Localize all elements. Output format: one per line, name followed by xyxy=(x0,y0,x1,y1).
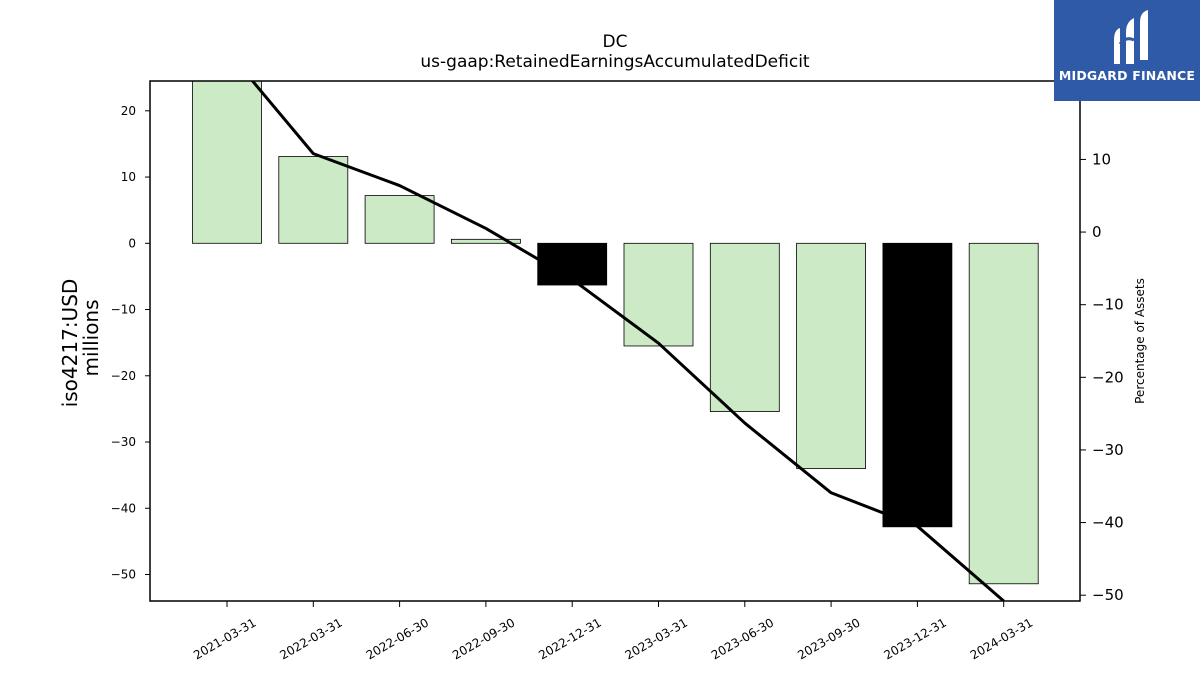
y2-tick-label: −30 xyxy=(1092,441,1124,459)
y2-tick-label: 10 xyxy=(1092,150,1111,168)
bar-2021-03-31 xyxy=(192,81,262,244)
bar-2023-06-30 xyxy=(709,242,780,412)
bar-2022-06-30 xyxy=(364,195,435,244)
percentage-of-assets-line xyxy=(250,81,1005,601)
y-axis-label-line2: millions xyxy=(79,299,103,376)
y-tick-label: −50 xyxy=(111,568,136,582)
bar-2023-12-31 xyxy=(882,242,953,528)
x-tick-label: 2022-12-31 xyxy=(536,615,603,662)
bar-2024-03-31 xyxy=(968,242,1039,585)
bar-2023-09-30 xyxy=(796,242,866,469)
y-tick-label: 20 xyxy=(121,104,136,118)
chart-subtitle: us-gaap:RetainedEarningsAccumulatedDefic… xyxy=(420,52,810,72)
x-tick-label: 2023-03-31 xyxy=(623,615,690,662)
y2-tick-label: −40 xyxy=(1092,514,1124,532)
plot-frame xyxy=(149,80,1081,602)
x-tick-label: 2023-06-30 xyxy=(709,615,776,662)
x-tick-label: 2022-03-31 xyxy=(277,615,344,662)
y2-tick-label: −20 xyxy=(1092,368,1124,386)
x-tick-label: 2022-06-30 xyxy=(364,615,431,662)
y-tick-label: 0 xyxy=(128,236,136,250)
y-tick-label: −40 xyxy=(111,501,136,515)
logo-mark-icon xyxy=(1114,10,1148,64)
bar-2023-03-31 xyxy=(623,242,694,347)
x-tick-label: 2024-03-31 xyxy=(968,615,1035,662)
y2-tick-label: −10 xyxy=(1092,296,1124,314)
x-tick-label: 2021-03-31 xyxy=(191,615,258,662)
chart-title: DC xyxy=(602,32,628,52)
logo-text: MIDGARD FINANCE xyxy=(1058,68,1196,83)
x-tick-label: 2022-09-30 xyxy=(450,615,517,662)
bar-2022-09-30 xyxy=(450,238,521,244)
y-axis-label-line1: iso4217:USD xyxy=(58,279,82,408)
y-tick-label: 10 xyxy=(121,170,136,184)
y-tick-label: −30 xyxy=(111,435,136,449)
y-tick-label: −10 xyxy=(111,303,136,317)
y2-tick-label: −50 xyxy=(1092,586,1124,604)
brand-logo: MIDGARD FINANCE xyxy=(1054,0,1200,101)
y-tick-label: −20 xyxy=(111,369,136,383)
y2-axis-label: Percentage of Assets xyxy=(1133,278,1147,404)
x-tick-label: 2023-09-30 xyxy=(795,615,862,662)
bar-2022-03-31 xyxy=(278,156,349,244)
y2-tick-label: 0 xyxy=(1092,223,1102,241)
x-tick-label: 2023-12-31 xyxy=(881,615,948,662)
